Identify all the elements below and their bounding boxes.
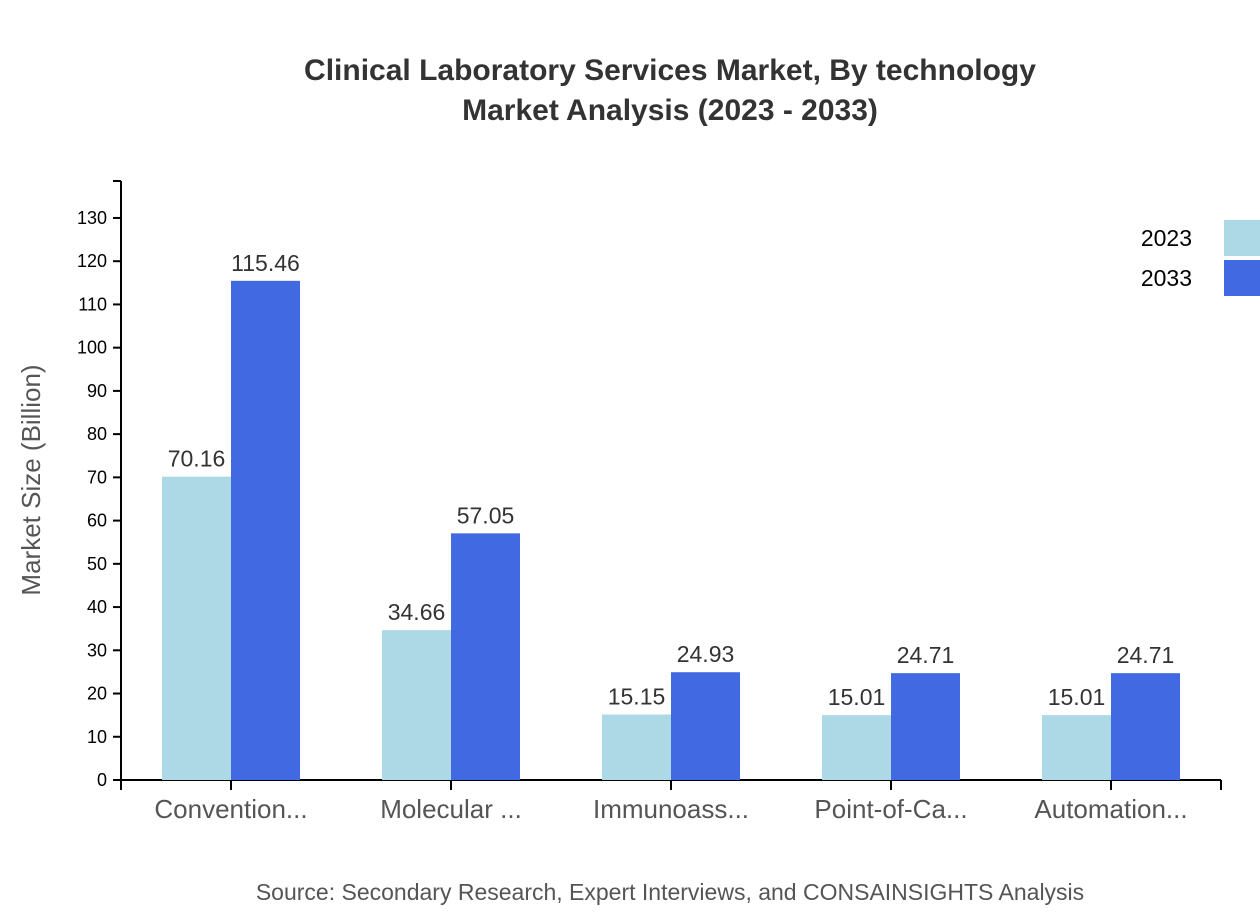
bar-2033 bbox=[1111, 673, 1180, 780]
bar-2033 bbox=[451, 533, 520, 780]
legend-label: 2023 bbox=[1141, 225, 1192, 251]
x-tick-label: Molecular ... bbox=[380, 794, 522, 824]
bar-2023 bbox=[382, 630, 451, 780]
y-tick-label: 30 bbox=[87, 640, 107, 660]
bar-2033 bbox=[231, 280, 300, 780]
bar-2033 bbox=[891, 673, 960, 780]
source-note: Source: Secondary Research, Expert Inter… bbox=[256, 879, 1084, 905]
x-tick-label: Point-of-Ca... bbox=[814, 794, 967, 824]
data-label: 115.46 bbox=[231, 250, 300, 276]
chart-title: Clinical Laboratory Services Market, By … bbox=[304, 54, 1036, 87]
legend-swatch bbox=[1224, 220, 1260, 256]
data-label: 15.15 bbox=[608, 684, 666, 710]
data-label: 15.01 bbox=[828, 684, 886, 710]
legend-label: 2033 bbox=[1141, 265, 1192, 291]
x-tick-label: Automation... bbox=[1034, 794, 1187, 824]
y-tick-label: 100 bbox=[77, 338, 107, 358]
y-tick-label: 130 bbox=[77, 208, 107, 228]
data-label: 57.05 bbox=[457, 502, 515, 528]
y-tick-label: 80 bbox=[87, 424, 107, 444]
data-label: 15.01 bbox=[1048, 684, 1106, 710]
y-tick-label: 20 bbox=[87, 684, 107, 704]
x-tick-label: Convention... bbox=[154, 794, 307, 824]
bar-2023 bbox=[602, 714, 671, 780]
y-tick-label: 60 bbox=[87, 511, 107, 531]
y-tick-label: 0 bbox=[97, 770, 107, 790]
data-label: 24.71 bbox=[1117, 642, 1175, 668]
y-tick-label: 70 bbox=[87, 467, 107, 487]
y-tick-label: 10 bbox=[87, 727, 107, 747]
y-tick-label: 50 bbox=[87, 554, 107, 574]
bar-2023 bbox=[1042, 715, 1111, 780]
data-label: 70.16 bbox=[168, 446, 226, 472]
y-tick-label: 110 bbox=[78, 294, 107, 314]
bar-2023 bbox=[822, 715, 891, 780]
data-label: 24.71 bbox=[897, 642, 955, 668]
bar-2033 bbox=[671, 672, 740, 780]
data-label: 24.93 bbox=[677, 641, 735, 667]
x-tick-label: Immunoass... bbox=[593, 794, 749, 824]
y-tick-label: 40 bbox=[87, 597, 107, 617]
legend-swatch bbox=[1224, 260, 1260, 296]
bar-2023 bbox=[162, 476, 231, 780]
y-tick-label: 90 bbox=[87, 381, 107, 401]
data-label: 34.66 bbox=[388, 599, 446, 625]
y-tick-label: 120 bbox=[77, 251, 107, 271]
y-axis-label: Market Size (Billion) bbox=[16, 364, 46, 595]
chart-subtitle: Market Analysis (2023 - 2033) bbox=[462, 94, 878, 127]
